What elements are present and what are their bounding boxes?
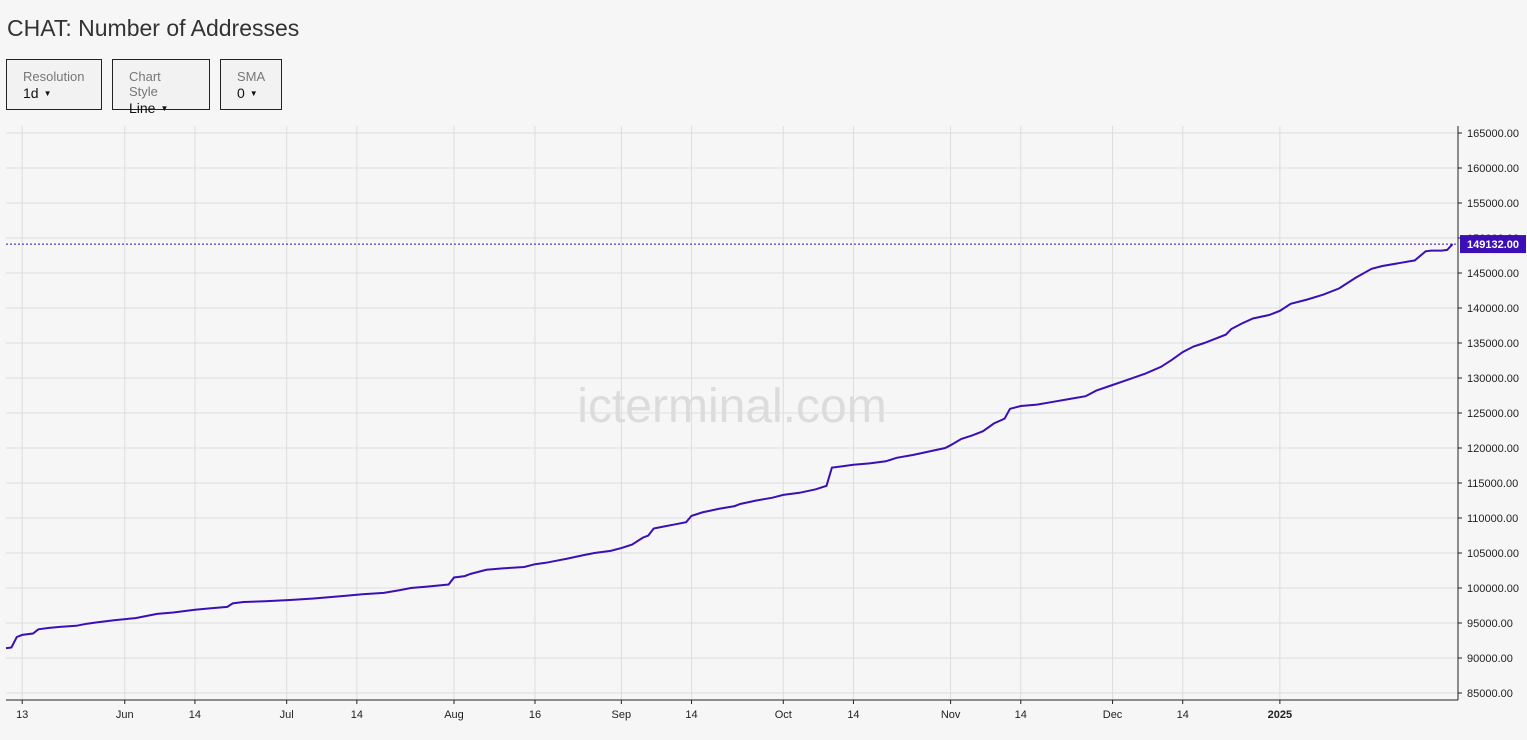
sma-dropdown[interactable]: SMA 0 ▼ xyxy=(220,59,282,110)
x-tick-label: 14 xyxy=(847,709,859,721)
y-tick-label: 105000.00 xyxy=(1467,548,1519,560)
sma-value: 0 xyxy=(237,85,245,101)
chart-style-label: Chart Style xyxy=(129,69,161,99)
x-tick-label: Jul xyxy=(280,709,294,721)
caret-down-icon: ▼ xyxy=(160,104,169,113)
y-tick-label: 140000.00 xyxy=(1467,303,1519,315)
last-value-label: 149132.00 xyxy=(1467,239,1519,251)
last-value-background xyxy=(1460,235,1526,254)
resolution-label: Resolution xyxy=(23,69,85,84)
resolution-value: 1d xyxy=(23,85,39,101)
y-tick-label: 145000.00 xyxy=(1467,268,1519,280)
caret-down-icon: ▼ xyxy=(249,89,258,98)
y-tick-label: 85000.00 xyxy=(1467,688,1513,700)
y-tick-label: 130000.00 xyxy=(1467,373,1519,385)
x-tick-label: 14 xyxy=(351,709,363,721)
y-tick-label: 165000.00 xyxy=(1467,128,1519,140)
chart-style-value: Line xyxy=(129,100,156,116)
x-tick-label: 16 xyxy=(529,709,541,721)
resolution-dropdown[interactable]: Resolution 1d ▼ xyxy=(6,59,102,110)
sma-label: SMA xyxy=(237,69,266,84)
x-tick-label: Nov xyxy=(941,709,961,721)
y-axis-ticks: 85000.00 90000.00 95000.00 100000.00 105000.… xyxy=(1458,128,1519,700)
caret-down-icon: ▼ xyxy=(43,89,52,98)
y-tick-label: 95000.00 xyxy=(1467,618,1513,630)
x-tick-label: 14 xyxy=(1177,709,1189,721)
x-tick-label: Dec xyxy=(1103,709,1123,721)
y-gridlines xyxy=(6,132,1458,694)
last-value-badge: 149132.00 xyxy=(1460,235,1526,254)
y-tick-label: 160000.00 xyxy=(1467,163,1519,175)
y-tick-label: 115000.00 xyxy=(1467,478,1518,490)
x-tick-label: Aug xyxy=(444,709,464,721)
x-axis-ticks: 13 Jun 14 Jul 14 Aug 16 Sep 14 Oct 14 Nov 14 Dec 14 202… xyxy=(16,700,1292,721)
y-tick-label: 155000.00 xyxy=(1467,198,1519,210)
y-tick-label: 125000.00 xyxy=(1467,408,1519,420)
y-tick-label: 110000.00 xyxy=(1467,513,1518,525)
y-tick-label: 90000.00 xyxy=(1467,653,1513,665)
x-tick-label: Oct xyxy=(775,709,792,721)
y-tick-label: 100000.00 xyxy=(1467,583,1519,595)
line-chart[interactable]: icterminal.com 85000.00 90000.00 95000.00 1… xyxy=(0,120,1527,740)
watermark: icterminal.com xyxy=(577,380,886,433)
x-tick-label: 13 xyxy=(16,709,28,721)
x-tick-label: Sep xyxy=(612,709,632,721)
page-title: CHAT: Number of Addresses xyxy=(7,15,300,41)
x-tick-label: 2025 xyxy=(1268,709,1292,721)
series-line xyxy=(5,243,1454,650)
chart-style-dropdown[interactable]: Chart Style Line ▼ xyxy=(112,59,210,116)
chart-controls: Resolution 1d ▼ Chart Style Line ▼ SMA 0 ▼ xyxy=(6,59,282,116)
y-tick-label: 135000.00 xyxy=(1467,338,1519,350)
x-tick-label: 14 xyxy=(189,709,201,721)
x-tick-label: 14 xyxy=(685,709,697,721)
x-tick-label: 14 xyxy=(1015,709,1027,721)
x-tick-label: Jun xyxy=(116,709,134,721)
y-tick-label: 120000.00 xyxy=(1467,443,1519,455)
